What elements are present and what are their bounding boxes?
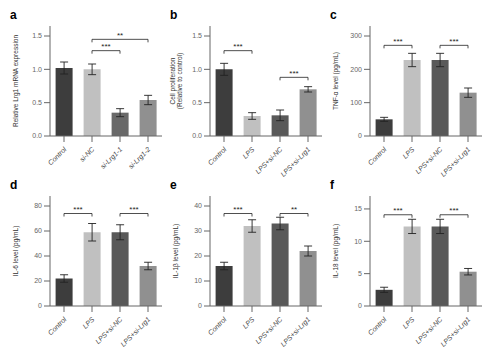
- html-text:c: c: [330, 8, 337, 22]
- svg-text:Control: Control: [207, 315, 228, 336]
- svg-text:0.5: 0.5: [192, 99, 202, 106]
- svg-text:200: 200: [350, 66, 362, 73]
- svg-text:LPS+si-Lrg1: LPS+si-Lrg1: [439, 316, 472, 348]
- svg-text:1.5: 1.5: [192, 32, 202, 39]
- svg-text:80: 80: [34, 202, 42, 209]
- svg-text:LPS: LPS: [241, 315, 256, 330]
- html-text:e: e: [170, 178, 177, 192]
- svg-text:15: 15: [354, 205, 362, 212]
- svg-text:LPS: LPS: [401, 315, 416, 330]
- svg-text:5: 5: [358, 270, 362, 277]
- svg-text:**: **: [291, 205, 297, 214]
- svg-text:***: ***: [233, 42, 242, 51]
- svg-text:***: ***: [289, 69, 298, 78]
- svg-text:60: 60: [34, 227, 42, 234]
- svg-text:0.0: 0.0: [32, 132, 42, 139]
- svg-text:LPS: LPS: [81, 315, 96, 330]
- svg-text:***: ***: [73, 205, 82, 214]
- svg-text:Control: Control: [207, 145, 228, 166]
- svg-text:IL-6 level (pg/mL): IL-6 level (pg/mL): [12, 226, 20, 277]
- html-text:a: a: [10, 8, 17, 22]
- svg-text:TNF-α level (pg/mL): TNF-α level (pg/mL): [332, 52, 340, 110]
- svg-text:LPS+si-Lrg1: LPS+si-Lrg1: [119, 316, 152, 348]
- svg-text:si-NC: si-NC: [78, 145, 96, 163]
- svg-text:20: 20: [194, 252, 202, 259]
- svg-text:0.0: 0.0: [192, 132, 202, 139]
- svg-text:Cell proliferation(Relative to: Cell proliferation(Relative to control): [169, 53, 184, 109]
- svg-text:IL-18 level (pg/mL): IL-18 level (pg/mL): [332, 224, 340, 278]
- svg-text:Control: Control: [367, 315, 388, 336]
- svg-text:10: 10: [194, 277, 202, 284]
- svg-text:40: 40: [34, 252, 42, 259]
- svg-text:***: ***: [129, 205, 138, 214]
- svg-text:1.0: 1.0: [192, 66, 202, 73]
- svg-text:0.5: 0.5: [32, 99, 42, 106]
- svg-text:LPS+si-Lrg1: LPS+si-Lrg1: [279, 146, 312, 178]
- svg-text:***: ***: [393, 37, 402, 46]
- svg-text:Control: Control: [47, 315, 68, 336]
- svg-text:LPS+si-NC: LPS+si-NC: [414, 145, 444, 175]
- svg-text:LPS+si-Lrg1: LPS+si-Lrg1: [279, 316, 312, 348]
- svg-text:LPS+si-NC: LPS+si-NC: [254, 315, 284, 345]
- html-text:d: d: [10, 178, 18, 192]
- svg-text:Control: Control: [47, 145, 68, 166]
- svg-text:0: 0: [358, 132, 362, 139]
- svg-text:LPS+si-NC: LPS+si-NC: [414, 315, 444, 345]
- svg-text:IL-1β level (pg/mL): IL-1β level (pg/mL): [172, 224, 180, 278]
- svg-text:***: ***: [101, 42, 110, 51]
- svg-text:LPS+si-Lrg1: LPS+si-Lrg1: [439, 146, 472, 178]
- svg-text:si-Lrg1-2: si-Lrg1-2: [127, 146, 152, 171]
- svg-text:***: ***: [233, 205, 242, 214]
- svg-text:0: 0: [38, 302, 42, 309]
- svg-text:***: ***: [449, 37, 458, 46]
- svg-text:1.5: 1.5: [32, 32, 42, 39]
- svg-text:LPS: LPS: [401, 145, 416, 160]
- svg-text:10: 10: [354, 238, 362, 245]
- svg-text:***: ***: [393, 206, 402, 215]
- html-text:b: b: [170, 8, 178, 22]
- html-text:f: f: [330, 178, 334, 192]
- svg-text:30: 30: [194, 227, 202, 234]
- svg-text:20: 20: [34, 277, 42, 284]
- svg-text:***: ***: [449, 206, 458, 215]
- svg-text:0: 0: [358, 302, 362, 309]
- svg-text:LPS+si-NC: LPS+si-NC: [254, 145, 284, 175]
- svg-text:300: 300: [350, 32, 362, 39]
- svg-text:LPS+si-NC: LPS+si-NC: [94, 315, 124, 345]
- svg-text:LPS: LPS: [241, 145, 256, 160]
- svg-text:Relative Lrg1 mRNA expression: Relative Lrg1 mRNA expression: [12, 35, 20, 128]
- svg-text:**: **: [117, 31, 123, 40]
- svg-text:si-Lrg1-1: si-Lrg1-1: [99, 146, 124, 171]
- svg-text:100: 100: [350, 99, 362, 106]
- svg-text:0: 0: [198, 302, 202, 309]
- svg-text:1.0: 1.0: [32, 66, 42, 73]
- svg-text:40: 40: [194, 202, 202, 209]
- svg-text:Control: Control: [367, 145, 388, 166]
